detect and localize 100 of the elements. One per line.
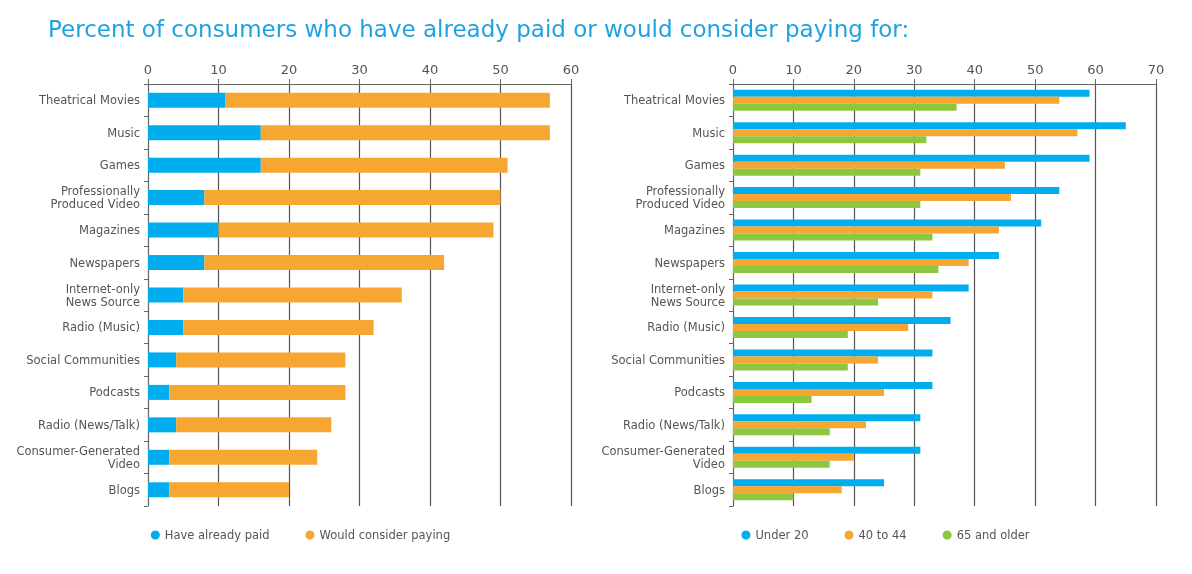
x-tick-label: 10 bbox=[785, 62, 802, 77]
y-tick-label: Blogs bbox=[693, 482, 725, 497]
y-tick-label: Radio (Music) bbox=[647, 320, 725, 335]
x-tick-label: 60 bbox=[1087, 62, 1104, 77]
bar bbox=[733, 363, 848, 371]
y-tick-label: Newspapers bbox=[69, 255, 140, 270]
y-tick-label: Magazines bbox=[79, 223, 141, 238]
bar bbox=[733, 219, 1042, 227]
bar bbox=[733, 129, 1078, 137]
y-tick-label: Social Communities bbox=[26, 352, 141, 367]
y-tick-label: Internet-only News Source bbox=[650, 281, 726, 309]
x-tick-label: 50 bbox=[492, 62, 509, 77]
bar bbox=[148, 482, 170, 498]
bar bbox=[218, 222, 494, 238]
bar bbox=[733, 395, 812, 403]
bar bbox=[733, 381, 933, 389]
bar bbox=[733, 103, 957, 111]
bar bbox=[183, 319, 374, 335]
bar bbox=[733, 323, 909, 331]
bar bbox=[733, 187, 1060, 195]
y-tick-label: Magazines bbox=[664, 223, 726, 238]
bar bbox=[148, 222, 219, 238]
x-tick-label: 60 bbox=[562, 62, 580, 77]
y-tick-label: Theatrical Movies bbox=[622, 93, 725, 108]
y-tick-label: Internet-only News Source bbox=[65, 281, 141, 309]
y-tick-label: Radio (News/Talk) bbox=[623, 417, 725, 432]
bar bbox=[225, 92, 550, 108]
y-tick-label: Consumer-Generated Video bbox=[16, 443, 140, 471]
bar bbox=[204, 190, 501, 206]
bar bbox=[733, 421, 866, 429]
y-tick-label: Music bbox=[692, 125, 725, 140]
bar bbox=[733, 154, 1090, 162]
bar bbox=[733, 298, 879, 306]
bar bbox=[733, 259, 969, 267]
y-tick-label: Games bbox=[684, 158, 725, 173]
bar bbox=[169, 482, 289, 498]
y-tick-label: Consumer-Generated Video bbox=[601, 443, 725, 471]
y-tick-label: Newspapers bbox=[654, 255, 725, 270]
bar bbox=[733, 122, 1126, 130]
legend-label: Have already paid bbox=[164, 528, 270, 542]
x-tick-label: 70 bbox=[1147, 62, 1165, 77]
bar bbox=[148, 352, 177, 368]
x-tick-label: 0 bbox=[143, 62, 153, 77]
x-tick-label: 0 bbox=[728, 62, 738, 77]
bar bbox=[148, 190, 205, 206]
y-tick-label: Games bbox=[99, 158, 140, 173]
x-tick-label: 30 bbox=[351, 62, 368, 77]
bar bbox=[733, 201, 921, 209]
bar bbox=[733, 252, 999, 260]
chart-title: Percent of consumers who have already paid or would consider paying for: bbox=[47, 15, 911, 44]
legend-label: Would consider paying bbox=[319, 528, 451, 542]
bar bbox=[733, 388, 885, 396]
y-tick-label: Professionally Produced Video bbox=[635, 184, 726, 212]
bar bbox=[733, 194, 1011, 202]
y-tick-label: Radio (News/Talk) bbox=[38, 417, 140, 432]
legend-label: Under 20 bbox=[755, 528, 809, 542]
bar bbox=[733, 96, 1060, 104]
bar bbox=[733, 428, 830, 436]
bar bbox=[733, 446, 921, 454]
bar bbox=[733, 493, 794, 501]
bar bbox=[260, 125, 550, 141]
bar bbox=[169, 449, 318, 465]
bar bbox=[733, 479, 885, 487]
bar bbox=[733, 266, 939, 274]
y-tick-label: Podcasts bbox=[89, 385, 140, 400]
y-tick-label: Podcasts bbox=[674, 385, 725, 400]
bar bbox=[148, 319, 184, 335]
bar bbox=[733, 349, 933, 357]
bar bbox=[733, 460, 830, 468]
bar bbox=[733, 453, 854, 461]
bar bbox=[733, 316, 951, 324]
bar bbox=[733, 291, 933, 299]
bar bbox=[733, 356, 879, 364]
bar bbox=[733, 161, 1005, 169]
bar bbox=[733, 330, 848, 338]
bar bbox=[733, 233, 933, 241]
x-tick-label: 20 bbox=[280, 62, 298, 77]
bar bbox=[733, 136, 927, 144]
bar bbox=[148, 449, 170, 465]
y-tick-label: Blogs bbox=[108, 482, 140, 497]
x-tick-label: 40 bbox=[421, 62, 439, 77]
bar bbox=[733, 168, 921, 176]
x-tick-label: 20 bbox=[845, 62, 863, 77]
x-tick-label: 30 bbox=[906, 62, 923, 77]
bar bbox=[148, 92, 226, 108]
legend-label: 65 and older bbox=[956, 528, 1030, 542]
bar bbox=[176, 352, 346, 368]
bar bbox=[733, 414, 921, 422]
bar bbox=[148, 417, 177, 433]
bar bbox=[148, 255, 205, 271]
x-tick-label: 40 bbox=[966, 62, 983, 77]
bar bbox=[176, 417, 332, 433]
bar bbox=[148, 125, 261, 141]
x-tick-label: 10 bbox=[210, 62, 227, 77]
y-tick-label: Theatrical Movies bbox=[37, 93, 140, 108]
bar bbox=[733, 284, 969, 292]
legend-label: 40 to 44 bbox=[858, 528, 907, 542]
bar bbox=[260, 157, 508, 173]
bar bbox=[183, 287, 402, 303]
y-tick-label: Music bbox=[107, 125, 140, 140]
